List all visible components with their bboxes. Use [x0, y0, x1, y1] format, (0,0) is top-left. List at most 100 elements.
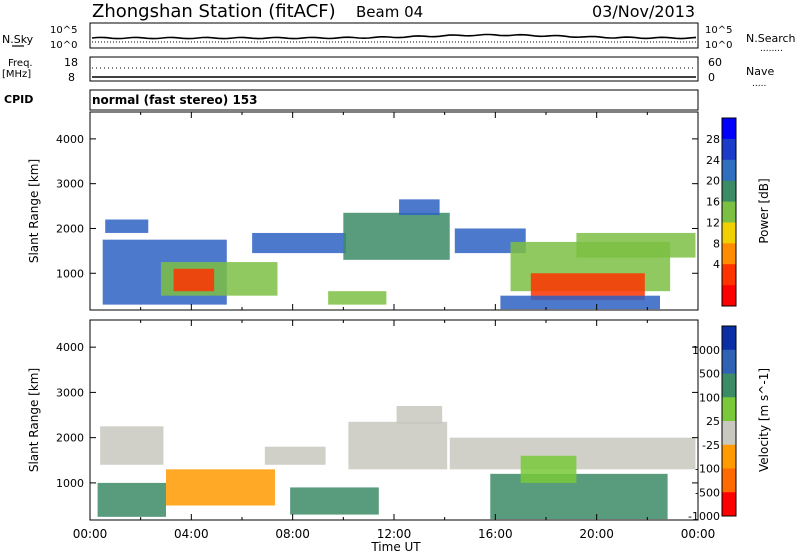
- x-tick-label: 00:00: [681, 527, 716, 541]
- colorbar-swatch: [722, 373, 736, 398]
- echo-region: [399, 199, 440, 216]
- colorbar-swatch: [722, 180, 736, 203]
- colorbar-tick-label: -500: [695, 486, 720, 499]
- colorbar-tick-label: -1000: [688, 510, 720, 523]
- power-colorbar: 28 24 20 16 12 8 4 Power [dB]: [706, 117, 771, 307]
- nsearch-label: N.Search: [746, 32, 796, 45]
- colorbar-tick-label: -25: [702, 439, 720, 452]
- echo-region: [576, 232, 696, 258]
- y-tick-label: 2000: [56, 222, 84, 235]
- x-tick-label: 16:00: [478, 527, 513, 541]
- x-axis-title: Time UT: [370, 540, 421, 554]
- freq-tick-bottom: 8: [68, 71, 75, 84]
- echo-region: [100, 426, 164, 465]
- y-tick-label: 4000: [56, 133, 84, 146]
- colorbar-title: Velocity [m s^-1]: [757, 368, 771, 472]
- y-tick-label: 2000: [56, 432, 84, 445]
- nave-dots: .....: [752, 79, 766, 89]
- velocity-panel: 1000 2000 3000 4000 Slant Range [km] 00:00 04:…: [27, 319, 716, 541]
- nsky-right-tick-bottom: 10^0: [705, 40, 732, 51]
- colorbar-swatch: [722, 468, 736, 493]
- nsky-tick-bottom: 10^0: [50, 40, 77, 51]
- colorbar-swatch: [722, 349, 736, 374]
- echo-region: [173, 268, 215, 292]
- velocity-colorbar: 1000 500 100 25 -25 -100 -500 -1000 Velocity [m …: [688, 325, 771, 523]
- echo-region: [396, 405, 443, 425]
- colorbar-swatch: [722, 444, 736, 469]
- y-tick-label: 1000: [56, 477, 84, 490]
- y-axis-title: Slant Range [km]: [27, 159, 41, 263]
- colorbar-tick-label: 24: [706, 154, 720, 167]
- colorbar-tick-label: 25: [706, 415, 720, 428]
- x-tick-label: 00:00: [73, 527, 108, 541]
- date-label: 03/Nov/2013: [592, 2, 695, 21]
- freq-unit: [MHz]: [2, 69, 31, 80]
- colorbar-swatch: [722, 138, 736, 161]
- echo-region: [290, 487, 379, 515]
- colorbar-swatch: [722, 201, 736, 223]
- colorbar-swatch: [722, 118, 736, 140]
- power-panel: 1000 2000 3000 4000 Slant Range [km]: [27, 111, 699, 311]
- nsky-label: N.Sky: [2, 33, 34, 46]
- echo-region: [520, 455, 577, 483]
- colorbar-swatch: [722, 159, 736, 182]
- colorbar-swatch: [722, 264, 736, 286]
- y-tick-label: 4000: [56, 341, 84, 354]
- echo-region: [348, 421, 448, 470]
- colorbar-swatch: [722, 243, 736, 265]
- colorbar-swatch: [722, 421, 736, 446]
- freq-tick-top: 18: [64, 56, 78, 69]
- echo-region: [343, 212, 450, 260]
- y-tick-label: 1000: [56, 267, 84, 280]
- freq-panel: [89, 56, 699, 82]
- colorbar-swatch: [722, 326, 736, 351]
- colorbar-tick-label: 500: [699, 368, 720, 381]
- cpid-label: CPID: [4, 93, 33, 106]
- nave-tick-top: 60: [708, 56, 722, 69]
- nsearch-dots: ........: [760, 44, 783, 54]
- beam-label: Beam 04: [356, 3, 423, 21]
- x-tick-label: 20:00: [579, 527, 614, 541]
- echo-region: [500, 295, 660, 310]
- echo-region: [264, 446, 326, 465]
- y-axis-title: Slant Range [km]: [27, 368, 41, 472]
- freq-label: Freq.: [8, 58, 33, 69]
- x-tick-label: 08:00: [275, 527, 310, 541]
- colorbar-swatch: [722, 397, 736, 422]
- cpid-value: normal (fast stereo) 153: [92, 93, 258, 107]
- colorbar-tick-label: 16: [706, 196, 720, 209]
- colorbar-tick-label: 8: [713, 237, 720, 250]
- nave-label: Nave: [746, 65, 774, 78]
- x-tick-label: 04:00: [174, 527, 209, 541]
- echo-region: [97, 482, 166, 517]
- colorbar-frame: [721, 117, 737, 307]
- colorbar-frame: [721, 325, 737, 517]
- colorbar-tick-label: 100: [699, 391, 720, 404]
- nsky-panel: [89, 22, 699, 49]
- nsky-tick-top: 10^5: [50, 25, 77, 36]
- y-tick-label: 3000: [56, 178, 84, 191]
- colorbar-swatch: [722, 222, 736, 244]
- colorbar-tick-label: 28: [706, 133, 720, 146]
- colorbar-swatch: [722, 492, 736, 517]
- station-title: Zhongshan Station (fitACF): [92, 1, 336, 22]
- echo-region: [252, 232, 346, 254]
- colorbar-tick-label: -100: [695, 463, 720, 476]
- echo-region: [490, 473, 668, 520]
- colorbar-title: Power [dB]: [757, 178, 771, 243]
- colorbar-swatch: [722, 285, 736, 307]
- y-tick-label: 3000: [56, 386, 84, 399]
- nsky-trace: [91, 33, 697, 40]
- nsky-right-tick-top: 10^5: [705, 25, 732, 36]
- cpid-panel: [89, 89, 699, 111]
- nave-tick-bottom: 0: [708, 71, 715, 84]
- colorbar-tick-label: 4: [713, 258, 720, 271]
- echo-region: [166, 469, 275, 506]
- x-tick-label: 12:00: [377, 527, 412, 541]
- echo-region: [328, 291, 387, 305]
- colorbar-tick-label: 1000: [692, 344, 720, 357]
- echo-region: [105, 219, 149, 233]
- colorbar-tick-label: 12: [706, 216, 720, 229]
- colorbar-tick-label: 20: [706, 175, 720, 188]
